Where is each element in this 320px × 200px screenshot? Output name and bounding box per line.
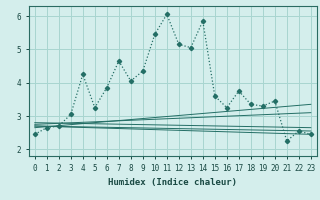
X-axis label: Humidex (Indice chaleur): Humidex (Indice chaleur) bbox=[108, 178, 237, 187]
